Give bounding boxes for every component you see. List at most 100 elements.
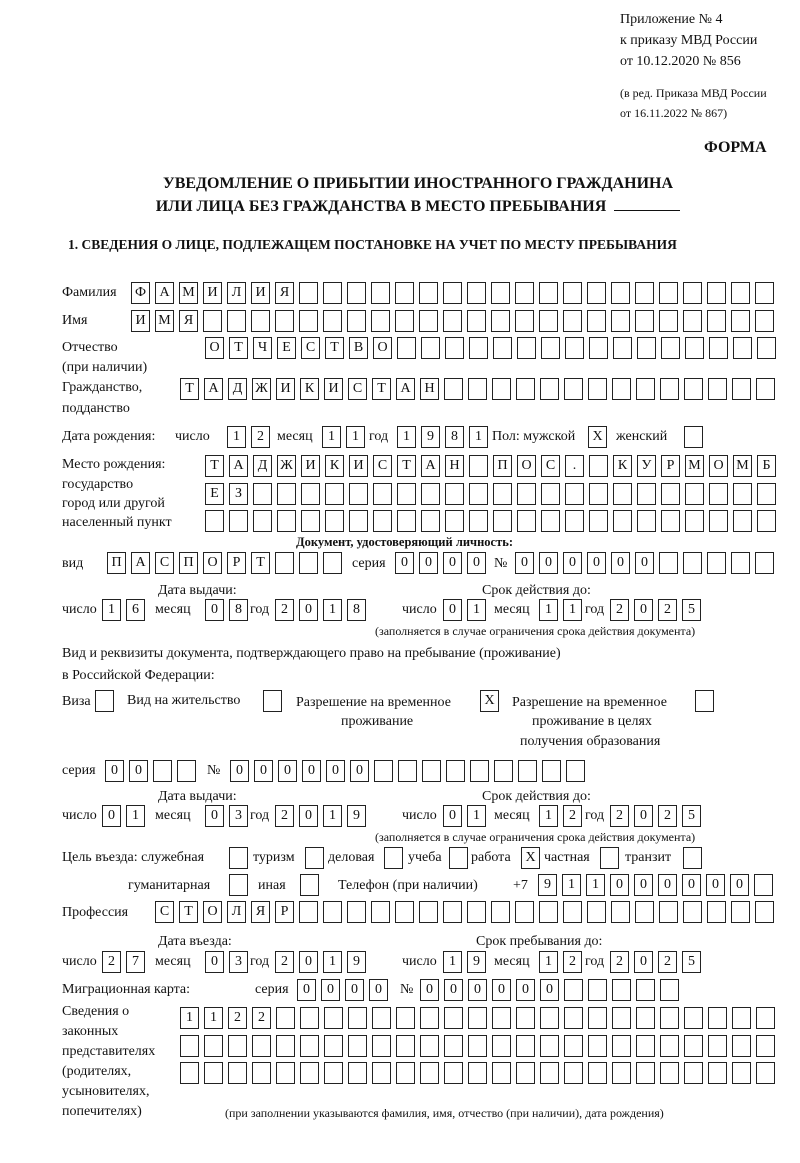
birthplace-3-cell[interactable] <box>565 510 584 532</box>
name-cell[interactable] <box>251 310 270 332</box>
doc-valid-day-cell[interactable]: 0 <box>443 599 462 621</box>
name-cell[interactable] <box>395 310 414 332</box>
birthplace-1-cell[interactable]: А <box>421 455 440 477</box>
patronymic-cell[interactable]: В <box>349 337 368 359</box>
birth-year-cell[interactable]: 8 <box>445 426 464 448</box>
mig-number-cell[interactable]: 0 <box>492 979 511 1001</box>
patronymic-cell[interactable] <box>613 337 632 359</box>
stay-day-cell[interactable]: 1 <box>443 951 462 973</box>
reps-1-cell[interactable] <box>564 1007 583 1029</box>
permit-number-cell[interactable] <box>566 760 585 782</box>
name-cell[interactable] <box>299 310 318 332</box>
citizenship-cell[interactable] <box>444 378 463 400</box>
name-cell[interactable]: И <box>131 310 150 332</box>
reps-1-cell[interactable] <box>324 1007 343 1029</box>
reps-3-cell[interactable] <box>420 1062 439 1084</box>
reps-2-cell[interactable] <box>516 1035 535 1057</box>
reps-2-cell[interactable] <box>372 1035 391 1057</box>
permit-number-cell[interactable] <box>422 760 441 782</box>
reps-3-cell[interactable] <box>636 1062 655 1084</box>
reps-1-cell[interactable] <box>348 1007 367 1029</box>
reps-3-cell[interactable] <box>732 1062 751 1084</box>
surname-cell[interactable]: Ф <box>131 282 150 304</box>
doc-issue-year-cell[interactable]: 8 <box>347 599 366 621</box>
reps-2-cell[interactable] <box>660 1035 679 1057</box>
patronymic-cell[interactable] <box>757 337 776 359</box>
doc-valid-month-cell[interactable]: 1 <box>563 599 582 621</box>
reps-2-cell[interactable] <box>252 1035 271 1057</box>
reps-1-cell[interactable] <box>588 1007 607 1029</box>
birthplace-3-cell[interactable] <box>661 510 680 532</box>
stay-month-cell[interactable]: 2 <box>563 951 582 973</box>
phone-cell[interactable]: 1 <box>586 874 605 896</box>
phone-cell[interactable]: 0 <box>610 874 629 896</box>
permit-series-cell[interactable] <box>153 760 172 782</box>
doc-series-cell[interactable]: 0 <box>467 552 486 574</box>
reps-1-cell[interactable] <box>540 1007 559 1029</box>
birthplace-2-cell[interactable] <box>589 483 608 505</box>
mig-number-cell[interactable]: 0 <box>540 979 559 1001</box>
name-cell[interactable] <box>371 310 390 332</box>
profession-cell[interactable] <box>539 901 558 923</box>
name-cell[interactable] <box>515 310 534 332</box>
entry-year-cell[interactable]: 2 <box>275 951 294 973</box>
birthplace-2-cell[interactable] <box>301 483 320 505</box>
birthplace-1-cell[interactable] <box>469 455 488 477</box>
permit-issue-year-cell[interactable]: 2 <box>275 805 294 827</box>
doc-issue-month-cell[interactable]: 0 <box>205 599 224 621</box>
doc-issue-month-cell[interactable]: 8 <box>229 599 248 621</box>
permit-issue-year-cell[interactable]: 1 <box>323 805 342 827</box>
doc-number-cell[interactable]: 0 <box>587 552 606 574</box>
reps-1-cell[interactable] <box>300 1007 319 1029</box>
birthplace-2-cell[interactable] <box>685 483 704 505</box>
birthplace-3-cell[interactable] <box>709 510 728 532</box>
birthplace-3-cell[interactable] <box>493 510 512 532</box>
birthplace-1-cell[interactable]: Ж <box>277 455 296 477</box>
patronymic-cell[interactable] <box>469 337 488 359</box>
reps-1-cell[interactable] <box>756 1007 775 1029</box>
name-cell[interactable] <box>755 310 774 332</box>
birthplace-1-cell[interactable]: К <box>325 455 344 477</box>
profession-cell[interactable] <box>395 901 414 923</box>
reps-3-cell[interactable] <box>372 1062 391 1084</box>
permit-temp-checkbox[interactable]: X <box>480 690 499 712</box>
patronymic-cell[interactable] <box>733 337 752 359</box>
doc-issue-day-cell[interactable]: 1 <box>102 599 121 621</box>
surname-cell[interactable] <box>563 282 582 304</box>
doc-type-cell[interactable]: А <box>131 552 150 574</box>
name-cell[interactable] <box>323 310 342 332</box>
permit-number-cell[interactable] <box>518 760 537 782</box>
surname-cell[interactable] <box>659 282 678 304</box>
birthplace-2-cell[interactable] <box>349 483 368 505</box>
mig-number-cell[interactable] <box>588 979 607 1001</box>
mig-number-cell[interactable]: 0 <box>516 979 535 1001</box>
citizenship-cell[interactable]: Н <box>420 378 439 400</box>
birthplace-1-cell[interactable]: М <box>733 455 752 477</box>
surname-cell[interactable] <box>539 282 558 304</box>
birth-day-cell[interactable]: 1 <box>227 426 246 448</box>
birthplace-1-cell[interactable]: П <box>493 455 512 477</box>
reps-2-cell[interactable] <box>396 1035 415 1057</box>
patronymic-cell[interactable] <box>709 337 728 359</box>
name-cell[interactable] <box>491 310 510 332</box>
reps-3-cell[interactable] <box>396 1062 415 1084</box>
doc-valid-year-cell[interactable]: 5 <box>682 599 701 621</box>
birthplace-3-cell[interactable] <box>469 510 488 532</box>
doc-type-cell[interactable] <box>299 552 318 574</box>
citizenship-cell[interactable]: Ж <box>252 378 271 400</box>
patronymic-cell[interactable] <box>541 337 560 359</box>
stay-day-cell[interactable]: 9 <box>467 951 486 973</box>
birthplace-3-cell[interactable] <box>277 510 296 532</box>
reps-2-cell[interactable] <box>492 1035 511 1057</box>
birthplace-3-cell[interactable] <box>421 510 440 532</box>
birthplace-1-cell[interactable]: У <box>637 455 656 477</box>
birthplace-1-cell[interactable] <box>589 455 608 477</box>
reps-1-cell[interactable] <box>444 1007 463 1029</box>
birthplace-1-cell[interactable]: О <box>517 455 536 477</box>
reps-3-cell[interactable] <box>348 1062 367 1084</box>
permit-valid-year-cell[interactable]: 5 <box>682 805 701 827</box>
entry-month-cell[interactable]: 3 <box>229 951 248 973</box>
name-cell[interactable] <box>659 310 678 332</box>
patronymic-cell[interactable]: Ч <box>253 337 272 359</box>
reps-1-cell[interactable] <box>492 1007 511 1029</box>
